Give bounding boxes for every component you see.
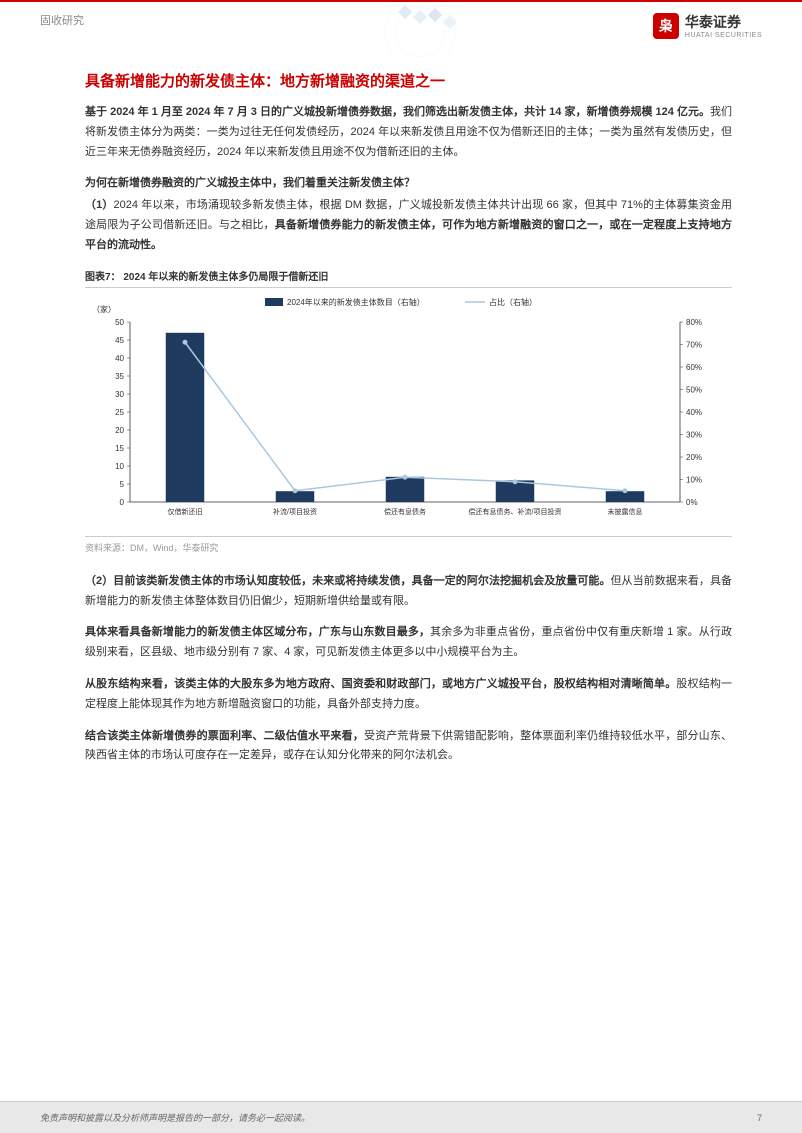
paragraph-1: 基于 2024 年 1 月至 2024 年 7 月 3 日的广义城投新增债券数据… bbox=[85, 103, 732, 162]
chart-source: 资料来源：DM，Wind，华泰研究 bbox=[85, 536, 732, 554]
svg-text:未披露信息: 未披露信息 bbox=[608, 507, 643, 516]
paragraph-5: 从股东结构来看，该类主体的大股东多为地方政府、国资委和财政部门，或地方广义城投平… bbox=[85, 675, 732, 715]
para2-bold1: （1） bbox=[85, 199, 114, 211]
page-number: 7 bbox=[757, 1113, 762, 1123]
para1-bold: 基于 2024 年 1 月至 2024 年 7 月 3 日的广义城投新增债券数据… bbox=[85, 106, 710, 118]
svg-text:占比（右轴）: 占比（右轴） bbox=[489, 297, 537, 307]
svg-text:偿还有息债务: 偿还有息债务 bbox=[384, 507, 426, 516]
svg-text:15: 15 bbox=[115, 444, 124, 453]
paragraph-3: （2）目前该类新发债主体的市场认知度较低，未来或将持续发债，具备一定的阿尔法挖掘… bbox=[85, 572, 732, 612]
svg-text:80%: 80% bbox=[686, 318, 702, 327]
svg-text:45: 45 bbox=[115, 336, 124, 345]
subtitle-1: 为何在新增债券融资的广义城投主体中，我们着重关注新发债主体？ bbox=[85, 174, 732, 190]
brand-logo: 枭 华泰证券 HUATAI SECURITIES bbox=[653, 12, 762, 39]
svg-text:35: 35 bbox=[115, 372, 124, 381]
svg-text:10%: 10% bbox=[686, 475, 702, 484]
svg-text:仅借新还旧: 仅借新还旧 bbox=[168, 507, 203, 516]
chart-title-wrap: 图表7： 2024 年以来的新发债主体多仍局限于借新还旧 bbox=[85, 268, 732, 288]
section-title: 具备新增能力的新发债主体：地方新增融资的渠道之一 bbox=[85, 70, 732, 91]
svg-text:20%: 20% bbox=[686, 453, 702, 462]
logo-icon: 枭 bbox=[653, 13, 679, 39]
svg-text:20: 20 bbox=[115, 426, 124, 435]
svg-text:偿还有息债务、补流/项目投资: 偿还有息债务、补流/项目投资 bbox=[469, 507, 562, 516]
page-footer: 免责声明和披露以及分析师声明是报告的一部分，请务必一起阅读。 7 bbox=[0, 1101, 802, 1133]
svg-text:5: 5 bbox=[120, 480, 125, 489]
svg-text:0%: 0% bbox=[686, 498, 698, 507]
svg-text:60%: 60% bbox=[686, 363, 702, 372]
svg-text:0: 0 bbox=[120, 498, 125, 507]
logo-main-text: 华泰证券 bbox=[685, 12, 762, 32]
svg-text:30: 30 bbox=[115, 390, 124, 399]
para3-bold: （2）目前该类新发债主体的市场认知度较低，未来或将持续发债，具备一定的阿尔法挖掘… bbox=[85, 575, 611, 587]
svg-text:40%: 40% bbox=[686, 408, 702, 417]
main-content: 具备新增能力的新发债主体：地方新增融资的渠道之一 基于 2024 年 1 月至 … bbox=[0, 70, 802, 766]
svg-text:2024年以来的新发债主体数目（右轴）: 2024年以来的新发债主体数目（右轴） bbox=[287, 297, 425, 307]
footer-disclaimer: 免责声明和披露以及分析师声明是报告的一部分，请务必一起阅读。 bbox=[40, 1111, 310, 1124]
para6-bold: 结合该类主体新增债券的票面利率、二级估值水平来看， bbox=[85, 730, 364, 742]
svg-text:10: 10 bbox=[115, 462, 124, 471]
paragraph-4: 具体来看具备新增能力的新发债主体区域分布，广东与山东数目最多，其余多为非重点省份… bbox=[85, 623, 732, 663]
svg-text:补流/项目投资: 补流/项目投资 bbox=[273, 507, 317, 516]
para5-bold: 从股东结构来看，该类主体的大股东多为地方政府、国资委和财政部门，或地方广义城投平… bbox=[85, 678, 676, 690]
paragraph-6: 结合该类主体新增债券的票面利率、二级估值水平来看，受资产荒背景下供需错配影响，整… bbox=[85, 727, 732, 767]
svg-text:（家）: （家） bbox=[92, 304, 116, 314]
header-decoration bbox=[200, 2, 500, 62]
chart-title: 图表7： 2024 年以来的新发债主体多仍局限于借新还旧 bbox=[85, 268, 732, 288]
logo-sub-text: HUATAI SECURITIES bbox=[685, 32, 762, 39]
svg-text:30%: 30% bbox=[686, 430, 702, 439]
paragraph-2: （1）2024 年以来，市场涌现较多新发债主体，根据 DM 数据，广义城投新发债… bbox=[85, 196, 732, 255]
svg-text:50%: 50% bbox=[686, 385, 702, 394]
svg-text:40: 40 bbox=[115, 354, 124, 363]
page-header: 固收研究 枭 华泰证券 HUATAI SECURITIES bbox=[0, 0, 802, 70]
svg-text:70%: 70% bbox=[686, 340, 702, 349]
svg-text:25: 25 bbox=[115, 408, 124, 417]
chart-7: 0 5 10 15 20 25 30 35 40 45 50 （家） 0% 10% 20% 30% 40% 50%… bbox=[85, 292, 725, 532]
chart-svg: 0 5 10 15 20 25 30 35 40 45 50 （家） 0% 10% 20% 30% 40% 50%… bbox=[85, 292, 725, 532]
header-category: 固收研究 bbox=[40, 12, 84, 28]
para4-bold: 具体来看具备新增能力的新发债主体区域分布，广东与山东数目最多， bbox=[85, 626, 430, 638]
svg-text:50: 50 bbox=[115, 318, 124, 327]
